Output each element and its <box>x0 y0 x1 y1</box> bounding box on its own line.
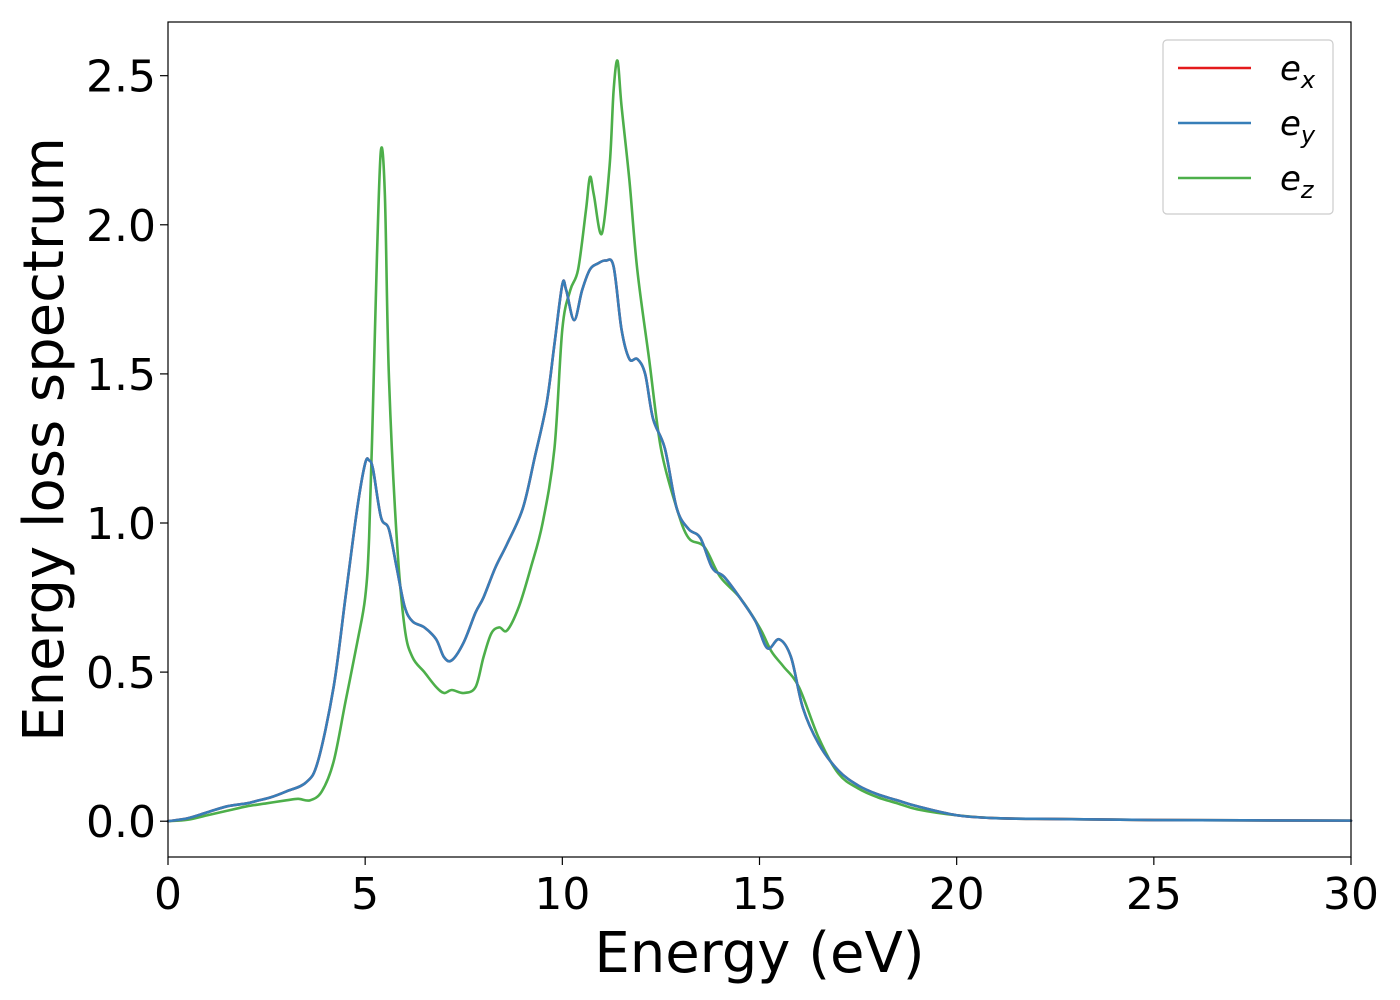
series-line-z <box>166 59 1353 823</box>
y-tick-label: 2.5 <box>86 52 156 103</box>
x-axis-ticks: 0 5 10 15 20 25 30 <box>154 857 1379 920</box>
legend-label-z: ez <box>1280 159 1315 204</box>
series-line-x <box>166 258 1353 823</box>
legend-label-subscript: y <box>1300 121 1316 149</box>
series-line-y <box>166 258 1353 823</box>
y-tick-label: 1.0 <box>86 499 156 550</box>
legend-label-y: ey <box>1280 104 1316 149</box>
legend-label-base: e <box>1280 104 1301 144</box>
x-tick-label: 5 <box>351 869 379 920</box>
legend-label-base: e <box>1280 49 1301 89</box>
x-tick-label: 10 <box>534 869 590 920</box>
y-tick-label: 2.0 <box>86 201 156 252</box>
y-tick-label: 1.5 <box>86 350 156 401</box>
x-tick-label: 25 <box>1126 869 1182 920</box>
y-tick-label: 0.5 <box>86 648 156 699</box>
legend-box <box>1162 39 1334 215</box>
y-axis-title: Energy loss spectrum <box>12 137 77 742</box>
legend-label-base: e <box>1280 159 1301 199</box>
x-tick-label: 20 <box>929 869 985 920</box>
x-axis-title: Energy (eV) <box>594 921 924 986</box>
y-tick-label: 0.0 <box>86 797 156 848</box>
legend-label-subscript: z <box>1300 176 1315 204</box>
x-tick-label: 0 <box>154 869 182 920</box>
x-tick-label: 15 <box>732 869 788 920</box>
series-layer <box>166 59 1353 823</box>
legend-label-x: ex <box>1280 49 1316 94</box>
legend-label-subscript: x <box>1300 66 1316 94</box>
y-axis-ticks: 0.0 0.5 1.0 1.5 2.0 2.5 <box>86 52 168 848</box>
x-tick-label: 30 <box>1323 869 1379 920</box>
